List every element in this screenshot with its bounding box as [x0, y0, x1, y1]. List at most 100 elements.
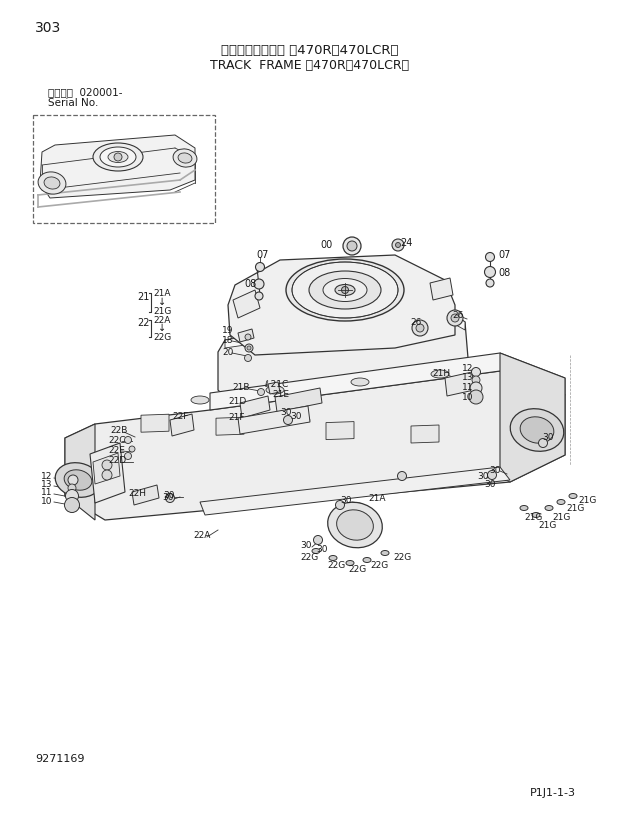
Polygon shape	[93, 453, 120, 484]
Text: 適用号機  020001-: 適用号機 020001-	[48, 87, 123, 97]
Text: 21H: 21H	[432, 368, 450, 377]
Ellipse shape	[346, 560, 354, 565]
Text: 21D: 21D	[228, 396, 246, 405]
Circle shape	[487, 471, 497, 480]
Ellipse shape	[520, 506, 528, 511]
Ellipse shape	[55, 462, 101, 498]
Circle shape	[314, 535, 322, 544]
Circle shape	[471, 368, 480, 377]
Text: 21G: 21G	[153, 306, 171, 315]
Text: 22: 22	[137, 318, 149, 328]
Text: 21G: 21G	[524, 514, 542, 523]
Text: 08: 08	[498, 268, 510, 278]
Ellipse shape	[312, 548, 320, 553]
Text: 07: 07	[498, 250, 510, 260]
Circle shape	[257, 389, 265, 395]
Circle shape	[335, 501, 345, 510]
Circle shape	[255, 292, 263, 300]
Text: 30: 30	[290, 412, 301, 421]
Text: 22B: 22B	[110, 426, 127, 435]
Text: 30: 30	[477, 471, 489, 480]
Ellipse shape	[38, 172, 66, 194]
Circle shape	[68, 484, 76, 492]
Ellipse shape	[545, 506, 553, 511]
Text: ↓: ↓	[158, 323, 166, 333]
Ellipse shape	[309, 271, 381, 309]
Text: 30: 30	[484, 480, 495, 489]
Ellipse shape	[44, 177, 60, 189]
Circle shape	[68, 475, 78, 485]
Polygon shape	[411, 425, 439, 443]
Polygon shape	[275, 388, 322, 412]
Polygon shape	[132, 485, 159, 505]
Ellipse shape	[108, 151, 128, 163]
Text: 21F: 21F	[228, 413, 244, 422]
Text: 21A: 21A	[368, 493, 386, 502]
Polygon shape	[65, 424, 95, 520]
Polygon shape	[445, 372, 474, 396]
Circle shape	[539, 439, 547, 448]
Ellipse shape	[266, 386, 284, 394]
Text: 30: 30	[300, 542, 311, 551]
Circle shape	[255, 262, 265, 271]
Text: 30: 30	[280, 408, 291, 417]
Polygon shape	[430, 278, 453, 300]
Ellipse shape	[335, 284, 355, 296]
Ellipse shape	[178, 153, 192, 163]
Polygon shape	[500, 353, 565, 482]
Text: 22G: 22G	[300, 553, 318, 562]
Ellipse shape	[351, 378, 369, 386]
Text: 21A: 21A	[153, 288, 170, 297]
Text: 21G: 21G	[566, 503, 585, 512]
Text: 303: 303	[35, 21, 61, 35]
Text: 26: 26	[410, 318, 422, 327]
Ellipse shape	[520, 417, 554, 443]
Circle shape	[347, 241, 357, 251]
Polygon shape	[218, 305, 468, 402]
Ellipse shape	[173, 149, 197, 167]
Circle shape	[469, 390, 483, 404]
Text: 10: 10	[40, 497, 52, 506]
Ellipse shape	[532, 512, 540, 517]
Text: ↓: ↓	[158, 297, 166, 307]
Polygon shape	[268, 382, 280, 394]
Text: 11: 11	[462, 382, 474, 391]
Text: 22H: 22H	[128, 489, 146, 498]
Circle shape	[392, 239, 404, 251]
Text: 30: 30	[542, 432, 554, 441]
Text: Serial No.: Serial No.	[48, 98, 99, 108]
Text: 30: 30	[316, 546, 327, 555]
Ellipse shape	[569, 493, 577, 498]
Ellipse shape	[510, 408, 564, 451]
Text: 22G: 22G	[153, 333, 171, 342]
Text: 21: 21	[137, 292, 149, 302]
Text: 18: 18	[222, 336, 234, 345]
Text: 21G: 21G	[538, 521, 556, 530]
Circle shape	[64, 498, 79, 512]
Text: 30: 30	[162, 493, 174, 502]
Polygon shape	[210, 353, 565, 410]
Polygon shape	[141, 414, 169, 432]
Circle shape	[447, 310, 463, 326]
Text: トラックフレーム ＜470R，470LCR＞: トラックフレーム ＜470R，470LCR＞	[221, 43, 399, 56]
Text: 10: 10	[462, 392, 474, 401]
Polygon shape	[65, 371, 565, 520]
Text: 22F: 22F	[172, 412, 188, 421]
Circle shape	[245, 334, 251, 340]
Circle shape	[396, 243, 401, 248]
Text: 22G: 22G	[327, 561, 345, 570]
Polygon shape	[238, 329, 254, 342]
Text: 22A: 22A	[193, 532, 210, 541]
Ellipse shape	[191, 396, 209, 404]
Text: TRACK  FRAME ＜470R，470LCR＞: TRACK FRAME ＜470R，470LCR＞	[210, 59, 410, 72]
Polygon shape	[90, 443, 125, 503]
Text: 22G: 22G	[370, 561, 388, 570]
Text: 07: 07	[256, 250, 268, 260]
Circle shape	[283, 416, 293, 425]
Text: 30: 30	[489, 466, 500, 475]
Text: 21G: 21G	[578, 495, 596, 505]
Circle shape	[66, 489, 79, 502]
Text: 21E: 21E	[272, 390, 289, 399]
Text: 20: 20	[222, 347, 233, 356]
Circle shape	[245, 344, 253, 352]
